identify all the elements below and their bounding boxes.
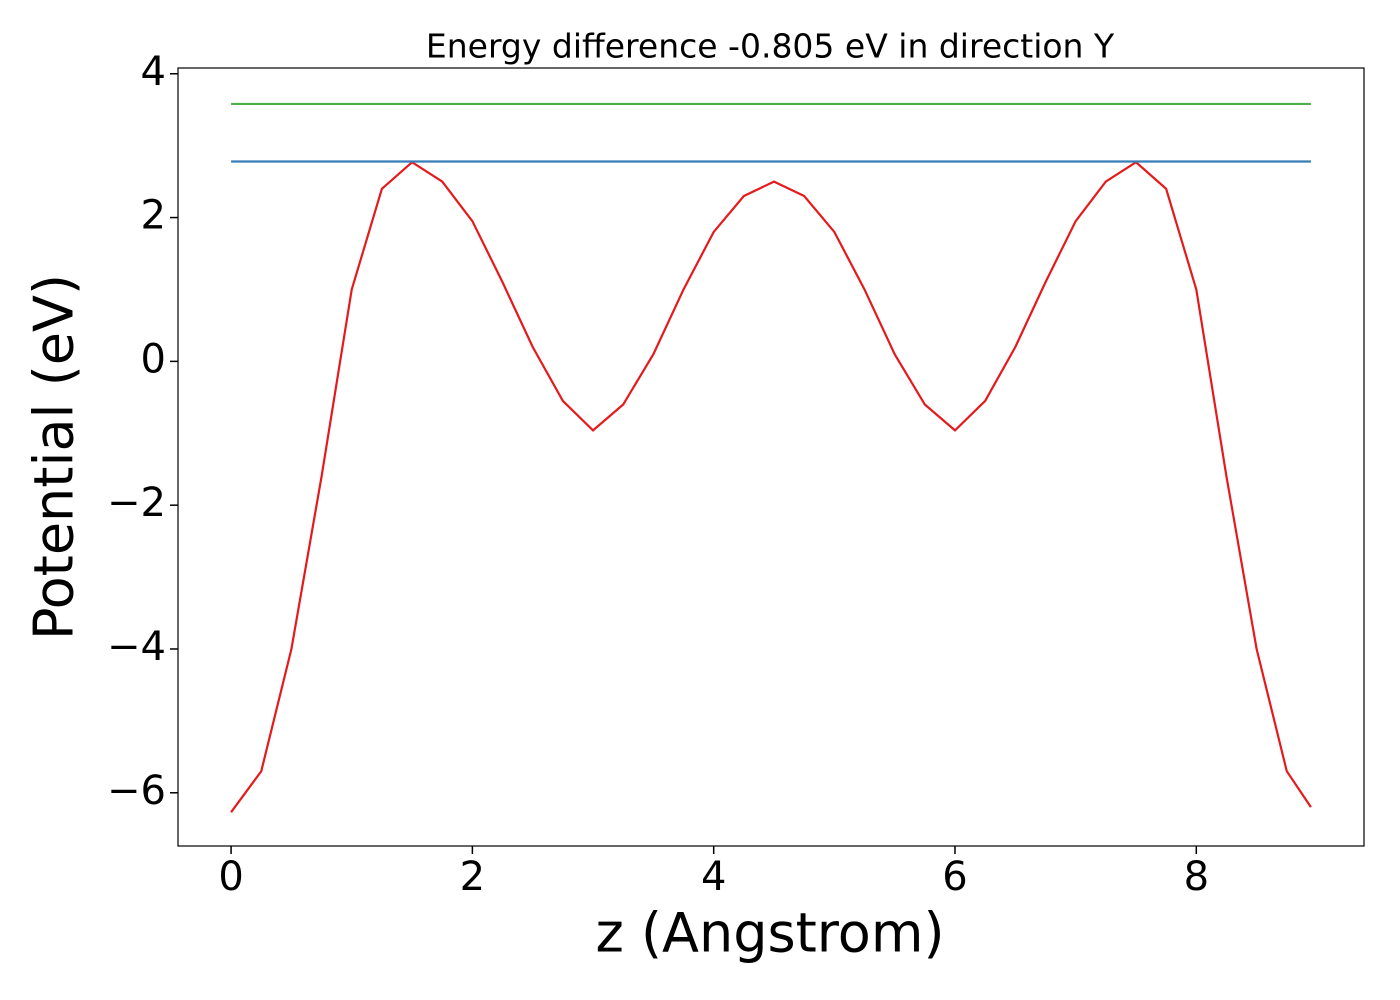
x-tick-label: 6 — [942, 854, 967, 900]
x-tick-label: 0 — [218, 854, 243, 900]
y-axis-label: Potential (eV) — [23, 274, 86, 640]
plot-frame — [177, 67, 1365, 847]
y-tick-label: 2 — [141, 193, 166, 239]
x-tick-label: 8 — [1184, 854, 1209, 900]
data-line — [230, 160, 1312, 813]
x-tick-label: 4 — [701, 854, 726, 900]
y-tick-label: 4 — [141, 49, 166, 95]
chart-title: Energy difference -0.805 eV in direction… — [426, 27, 1115, 66]
y-tick-label: −4 — [107, 624, 166, 670]
y-tick-label: 0 — [141, 336, 166, 382]
x-tick-label: 2 — [460, 854, 485, 900]
y-tick-label: −6 — [107, 768, 166, 814]
y-tick-label: −2 — [107, 480, 166, 526]
x-axis-label: z (Angstrom) — [595, 902, 944, 965]
